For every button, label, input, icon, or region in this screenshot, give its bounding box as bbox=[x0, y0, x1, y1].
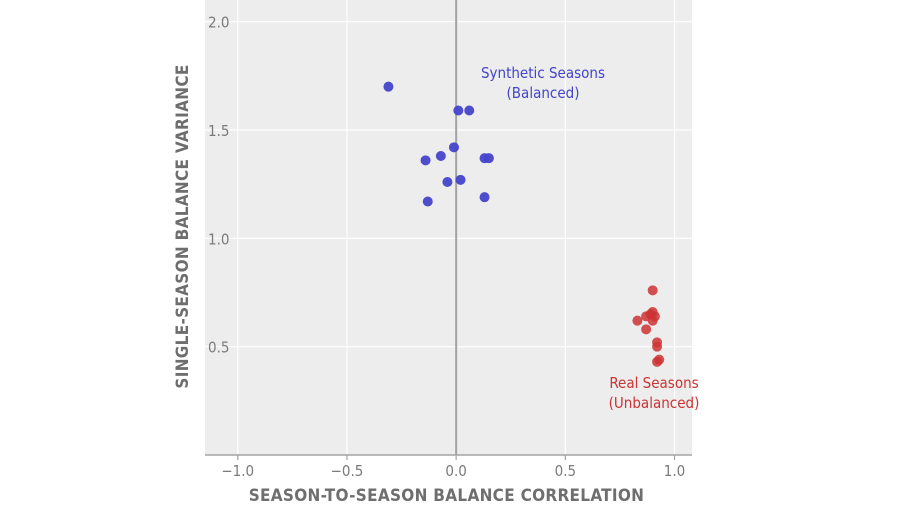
annotation-line: Real Seasons bbox=[609, 374, 698, 392]
scatter-point bbox=[453, 105, 464, 116]
scatter-point bbox=[641, 324, 652, 335]
scatter-point bbox=[479, 192, 490, 203]
scatter-point bbox=[647, 315, 658, 326]
scatter-point bbox=[652, 341, 663, 352]
x-tick-label: −0.5 bbox=[331, 462, 364, 480]
y-axis-title: SINGLE-SEASON BALANCE VARIANCE bbox=[173, 64, 193, 388]
x-axis-title: SEASON-TO-SEASON BALANCE CORRELATION bbox=[249, 486, 645, 506]
plot-panel bbox=[205, 0, 692, 455]
scatter-point bbox=[483, 153, 494, 164]
data-points bbox=[383, 81, 665, 367]
scatter-point bbox=[383, 81, 394, 92]
scatter-point bbox=[652, 356, 663, 367]
scatter-point bbox=[448, 142, 459, 153]
scatter-point bbox=[422, 196, 433, 207]
x-axis-ticks: −1.0 −0.5 0.0 0.5 1.0 bbox=[221, 455, 685, 480]
scatter-point bbox=[442, 177, 453, 187]
y-axis-ticks: 0.5 1.0 1.5 2.0 bbox=[208, 14, 229, 357]
x-tick-label: 0.0 bbox=[445, 462, 466, 480]
annotation-real-seasons: Real Seasons (Unbalanced) bbox=[609, 374, 700, 412]
y-tick-label: 1.5 bbox=[208, 122, 229, 140]
annotation-line: (Balanced) bbox=[507, 84, 580, 102]
x-tick-label: −1.0 bbox=[221, 462, 254, 480]
series-real bbox=[632, 285, 665, 367]
annotation-line: Synthetic Seasons bbox=[481, 64, 605, 82]
scatter-point bbox=[420, 155, 431, 166]
annotation-line: (Unbalanced) bbox=[609, 394, 700, 412]
series-synthetic bbox=[383, 81, 494, 207]
y-tick-label: 0.5 bbox=[208, 339, 229, 357]
scatter-point bbox=[464, 105, 475, 116]
scatter-point bbox=[435, 151, 446, 161]
annotation-synthetic-seasons: Synthetic Seasons (Balanced) bbox=[481, 64, 605, 102]
y-tick-label: 1.0 bbox=[208, 230, 229, 248]
scatter-point bbox=[455, 174, 466, 185]
y-tick-label: 2.0 bbox=[208, 14, 229, 32]
scatter-point bbox=[632, 315, 643, 326]
x-tick-label: 1.0 bbox=[664, 462, 685, 480]
x-tick-label: 0.5 bbox=[555, 462, 576, 480]
scatter-point bbox=[647, 285, 658, 296]
